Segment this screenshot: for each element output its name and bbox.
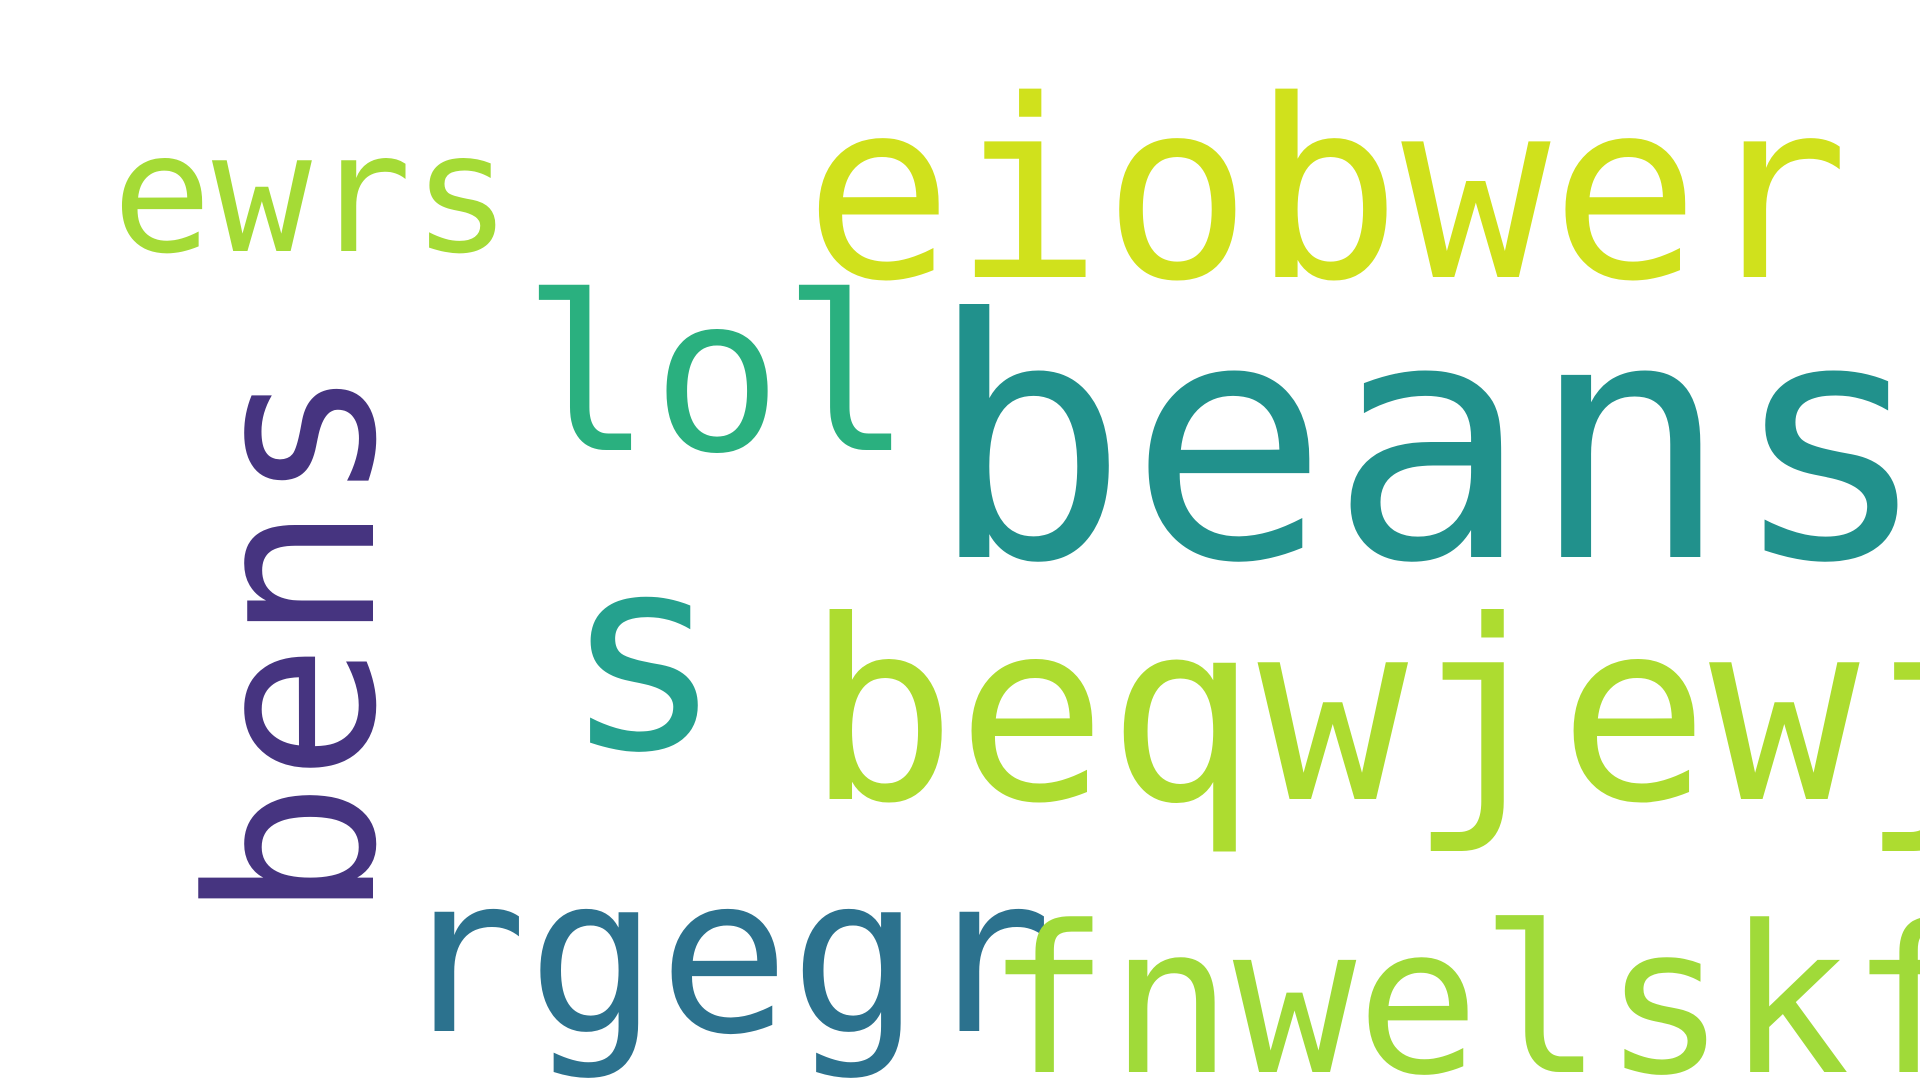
word-eiobwer: eiobwer [804, 48, 1850, 336]
word-beans: beans [928, 248, 1920, 636]
word-fnwelskf: fnwelskf [986, 883, 1920, 1080]
word-ewrs: ewrs [112, 98, 512, 291]
word-bens: bens [161, 366, 428, 920]
word-lol: lol [522, 250, 913, 501]
word-rgegr: rgegr [396, 830, 1053, 1080]
word-beqwjewj: beqwjewj [806, 567, 1920, 858]
word-s: s [562, 497, 725, 812]
